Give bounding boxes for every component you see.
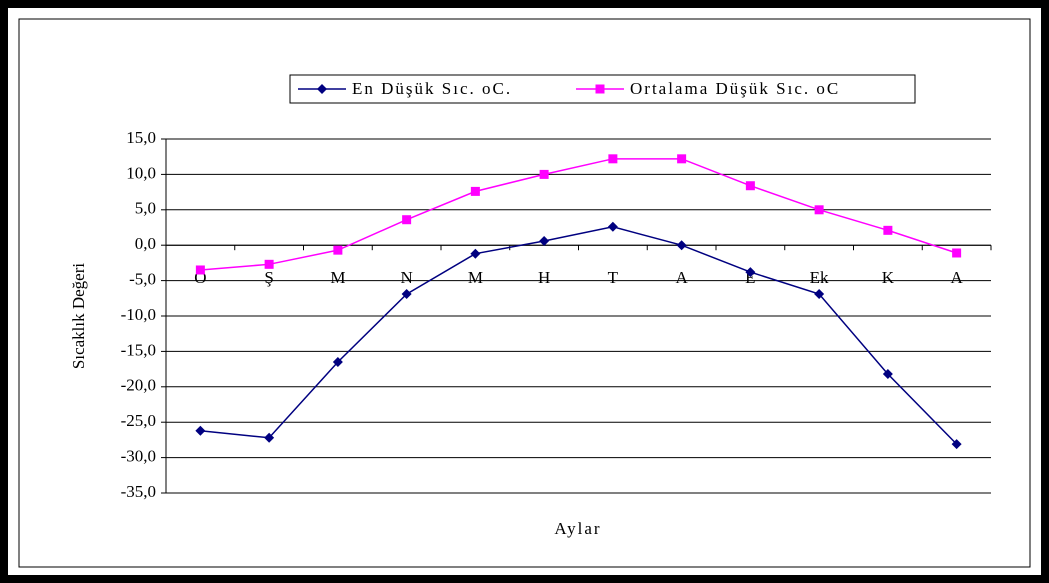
y-tick-label: 5,0 — [135, 199, 156, 218]
data-point — [402, 215, 412, 225]
data-point — [470, 186, 480, 196]
data-point — [470, 248, 481, 259]
legend-label: En Düşük Sıc. oC. — [352, 79, 512, 98]
data-point — [195, 265, 205, 275]
x-tick-label: T — [608, 268, 619, 287]
data-point — [195, 425, 206, 436]
data-point — [539, 169, 549, 179]
data-point — [539, 235, 550, 246]
data-point — [745, 267, 756, 278]
data-point — [882, 369, 893, 380]
x-tick-label: M — [468, 268, 483, 287]
x-tick-label: E — [745, 268, 755, 287]
data-point — [676, 240, 687, 251]
data-point — [332, 357, 343, 368]
series-line — [200, 226, 958, 445]
data-point — [814, 289, 825, 300]
x-tick-label: H — [538, 268, 550, 287]
y-tick-label: -10,0 — [121, 305, 156, 324]
y-axis-title: Sıcaklık Değeri — [69, 263, 88, 369]
data-point — [607, 221, 618, 232]
data-point — [401, 289, 412, 300]
y-tick-label: -35,0 — [121, 482, 156, 501]
data-point — [814, 205, 824, 215]
y-tick-label: -30,0 — [121, 447, 156, 466]
chart-frame — [18, 18, 1031, 568]
series-line — [200, 158, 957, 271]
y-tick-label: -15,0 — [121, 340, 156, 359]
y-tick-label: 15,0 — [126, 128, 156, 147]
x-tick-label: N — [400, 268, 412, 287]
y-tick-label: 0,0 — [135, 234, 156, 253]
x-tick-label: K — [882, 268, 895, 287]
data-point — [608, 154, 618, 164]
x-axis-title: Aylar — [554, 519, 601, 538]
y-tick-label: -20,0 — [121, 376, 156, 395]
x-tick-label: A — [950, 268, 963, 287]
x-tick-label: Ek — [810, 268, 829, 287]
data-point — [264, 259, 274, 269]
data-point — [951, 439, 962, 450]
data-point — [883, 225, 893, 235]
data-point — [952, 248, 962, 258]
data-point — [745, 181, 755, 191]
data-point — [264, 432, 275, 443]
x-tick-label: Ş — [264, 268, 273, 287]
legend-marker — [317, 84, 327, 94]
legend-marker — [595, 84, 605, 94]
y-tick-label: -5,0 — [129, 270, 156, 289]
y-tick-label: -25,0 — [121, 411, 156, 430]
legend-label: Ortalama Düşük Sıc. oC — [630, 79, 840, 98]
y-tick-label: 10,0 — [126, 163, 156, 182]
x-tick-label: A — [675, 268, 688, 287]
data-point — [333, 245, 343, 255]
data-point — [677, 154, 687, 164]
x-tick-label: M — [330, 268, 345, 287]
